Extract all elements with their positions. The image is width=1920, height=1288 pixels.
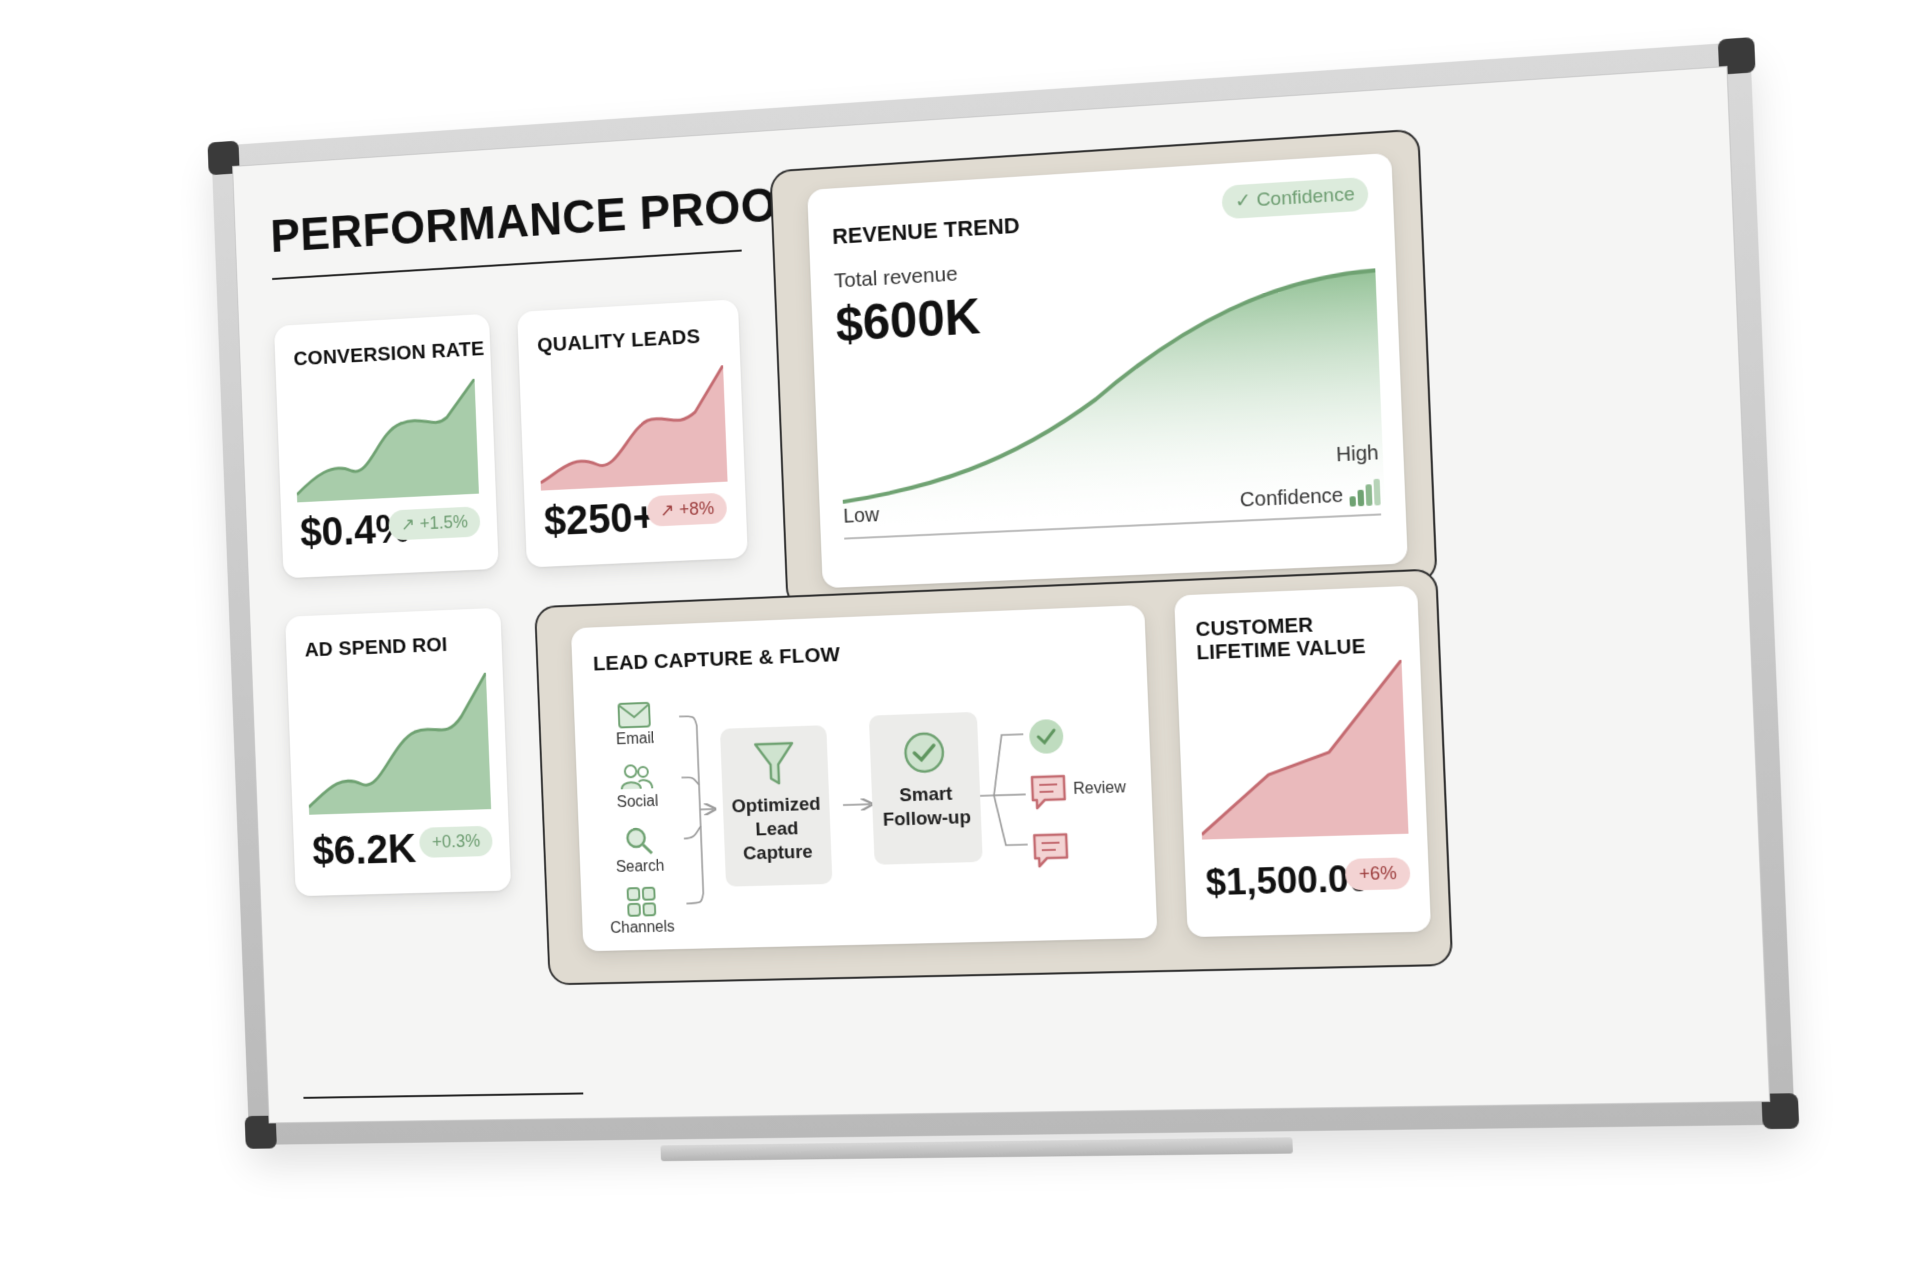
high-label: High bbox=[1335, 441, 1380, 467]
card-customer-lifetime-value[interactable]: CUSTOMER LIFETIME VALUE $1,500.00 +6% bbox=[1174, 585, 1432, 938]
card-title: CONVERSION RATE bbox=[293, 337, 485, 371]
marker-tray bbox=[660, 1137, 1293, 1162]
check-circle-icon bbox=[1028, 718, 1064, 755]
step-line: Lead bbox=[755, 818, 799, 841]
delta-text: +6% bbox=[1358, 862, 1398, 885]
card-title: REVENUE TREND bbox=[831, 212, 1021, 249]
bottom-rule bbox=[303, 1092, 584, 1099]
source-label: Search bbox=[615, 857, 665, 876]
card-value: $250+ bbox=[543, 492, 657, 545]
signal-bars-icon bbox=[1349, 478, 1381, 507]
source-label: Email bbox=[615, 730, 655, 749]
card-title: CUSTOMER LIFETIME VALUE bbox=[1195, 614, 1367, 665]
users-icon bbox=[619, 763, 654, 792]
whiteboard: PERFORMANCE PROOF CONVERSION RATE $0.4% … bbox=[211, 41, 1795, 1144]
envelope-icon bbox=[617, 702, 650, 729]
check-circle-icon bbox=[903, 731, 946, 774]
step-lead-capture[interactable]: Optimized Lead Capture bbox=[719, 725, 833, 887]
card-title: AD SPEND ROI bbox=[304, 633, 448, 662]
bottom-panel: LEAD CAPTURE & FLOW Email Social Search bbox=[534, 568, 1453, 985]
clv-chart bbox=[1195, 659, 1409, 840]
sparkline-area bbox=[304, 672, 492, 815]
comment-icon bbox=[1031, 831, 1070, 870]
confidence-badge: ✓ Confidence bbox=[1221, 176, 1369, 220]
card-quality-leads[interactable]: QUALITY LEADS $250+ ↗ +8% bbox=[517, 299, 748, 568]
delta-badge: ↗ +8% bbox=[646, 492, 728, 527]
source-social[interactable]: Social bbox=[593, 762, 681, 813]
step-line: Capture bbox=[742, 841, 814, 865]
source-label: Channels bbox=[609, 918, 676, 937]
source-channels[interactable]: Channels bbox=[598, 886, 686, 938]
delta-badge: ↗ +1.5% bbox=[388, 506, 481, 541]
revenue-area bbox=[834, 270, 1385, 528]
delta-badge: +0.3% bbox=[419, 825, 493, 858]
leads-sparkline bbox=[536, 365, 728, 491]
delta-text: +8% bbox=[678, 498, 715, 520]
card-conversion-rate[interactable]: CONVERSION RATE $0.4% ↗ +1.5% bbox=[273, 313, 499, 579]
card-value: $6.2K bbox=[311, 825, 417, 874]
delta-badge: +6% bbox=[1345, 857, 1411, 891]
step-line: Smart bbox=[899, 783, 953, 807]
revenue-curve bbox=[834, 252, 1385, 528]
review-label: Review bbox=[1072, 779, 1127, 798]
delta-text: +0.3% bbox=[431, 830, 481, 852]
step-smart-followup[interactable]: Smart Follow-up bbox=[868, 711, 983, 865]
step-line: Follow-up bbox=[882, 807, 972, 831]
comment-icon bbox=[1029, 773, 1068, 812]
confidence-label: Confidence bbox=[1239, 484, 1344, 512]
search-icon bbox=[623, 826, 655, 856]
conversion-sparkline bbox=[292, 378, 479, 503]
delta-text: +1.5% bbox=[419, 511, 469, 534]
low-label: Low bbox=[842, 504, 880, 528]
step-line: Optimized bbox=[731, 793, 821, 818]
board-surface: PERFORMANCE PROOF CONVERSION RATE $0.4% … bbox=[232, 66, 1770, 1124]
sparkline-area bbox=[536, 365, 728, 491]
card-ad-spend-roi[interactable]: AD SPEND ROI $6.2K +0.3% bbox=[285, 607, 512, 897]
funnel-icon bbox=[753, 740, 795, 787]
card-revenue-trend[interactable]: REVENUE TREND ✓ Confidence Total revenue… bbox=[807, 152, 1408, 589]
card-lead-capture-flow[interactable]: LEAD CAPTURE & FLOW Email Social Search bbox=[571, 605, 1158, 951]
sparkline-area bbox=[292, 378, 479, 503]
source-search[interactable]: Search bbox=[596, 825, 684, 878]
card-title: QUALITY LEADS bbox=[536, 325, 701, 357]
card-title: LEAD CAPTURE & FLOW bbox=[592, 643, 841, 676]
badge-text: Confidence bbox=[1256, 183, 1356, 212]
grid-icon bbox=[627, 887, 657, 917]
source-label: Social bbox=[616, 793, 659, 812]
card-value: $1,500.00 bbox=[1204, 857, 1371, 904]
revenue-panel: REVENUE TREND ✓ Confidence Total revenue… bbox=[769, 128, 1438, 610]
source-email[interactable]: Email bbox=[591, 701, 679, 750]
roi-sparkline bbox=[304, 672, 492, 815]
